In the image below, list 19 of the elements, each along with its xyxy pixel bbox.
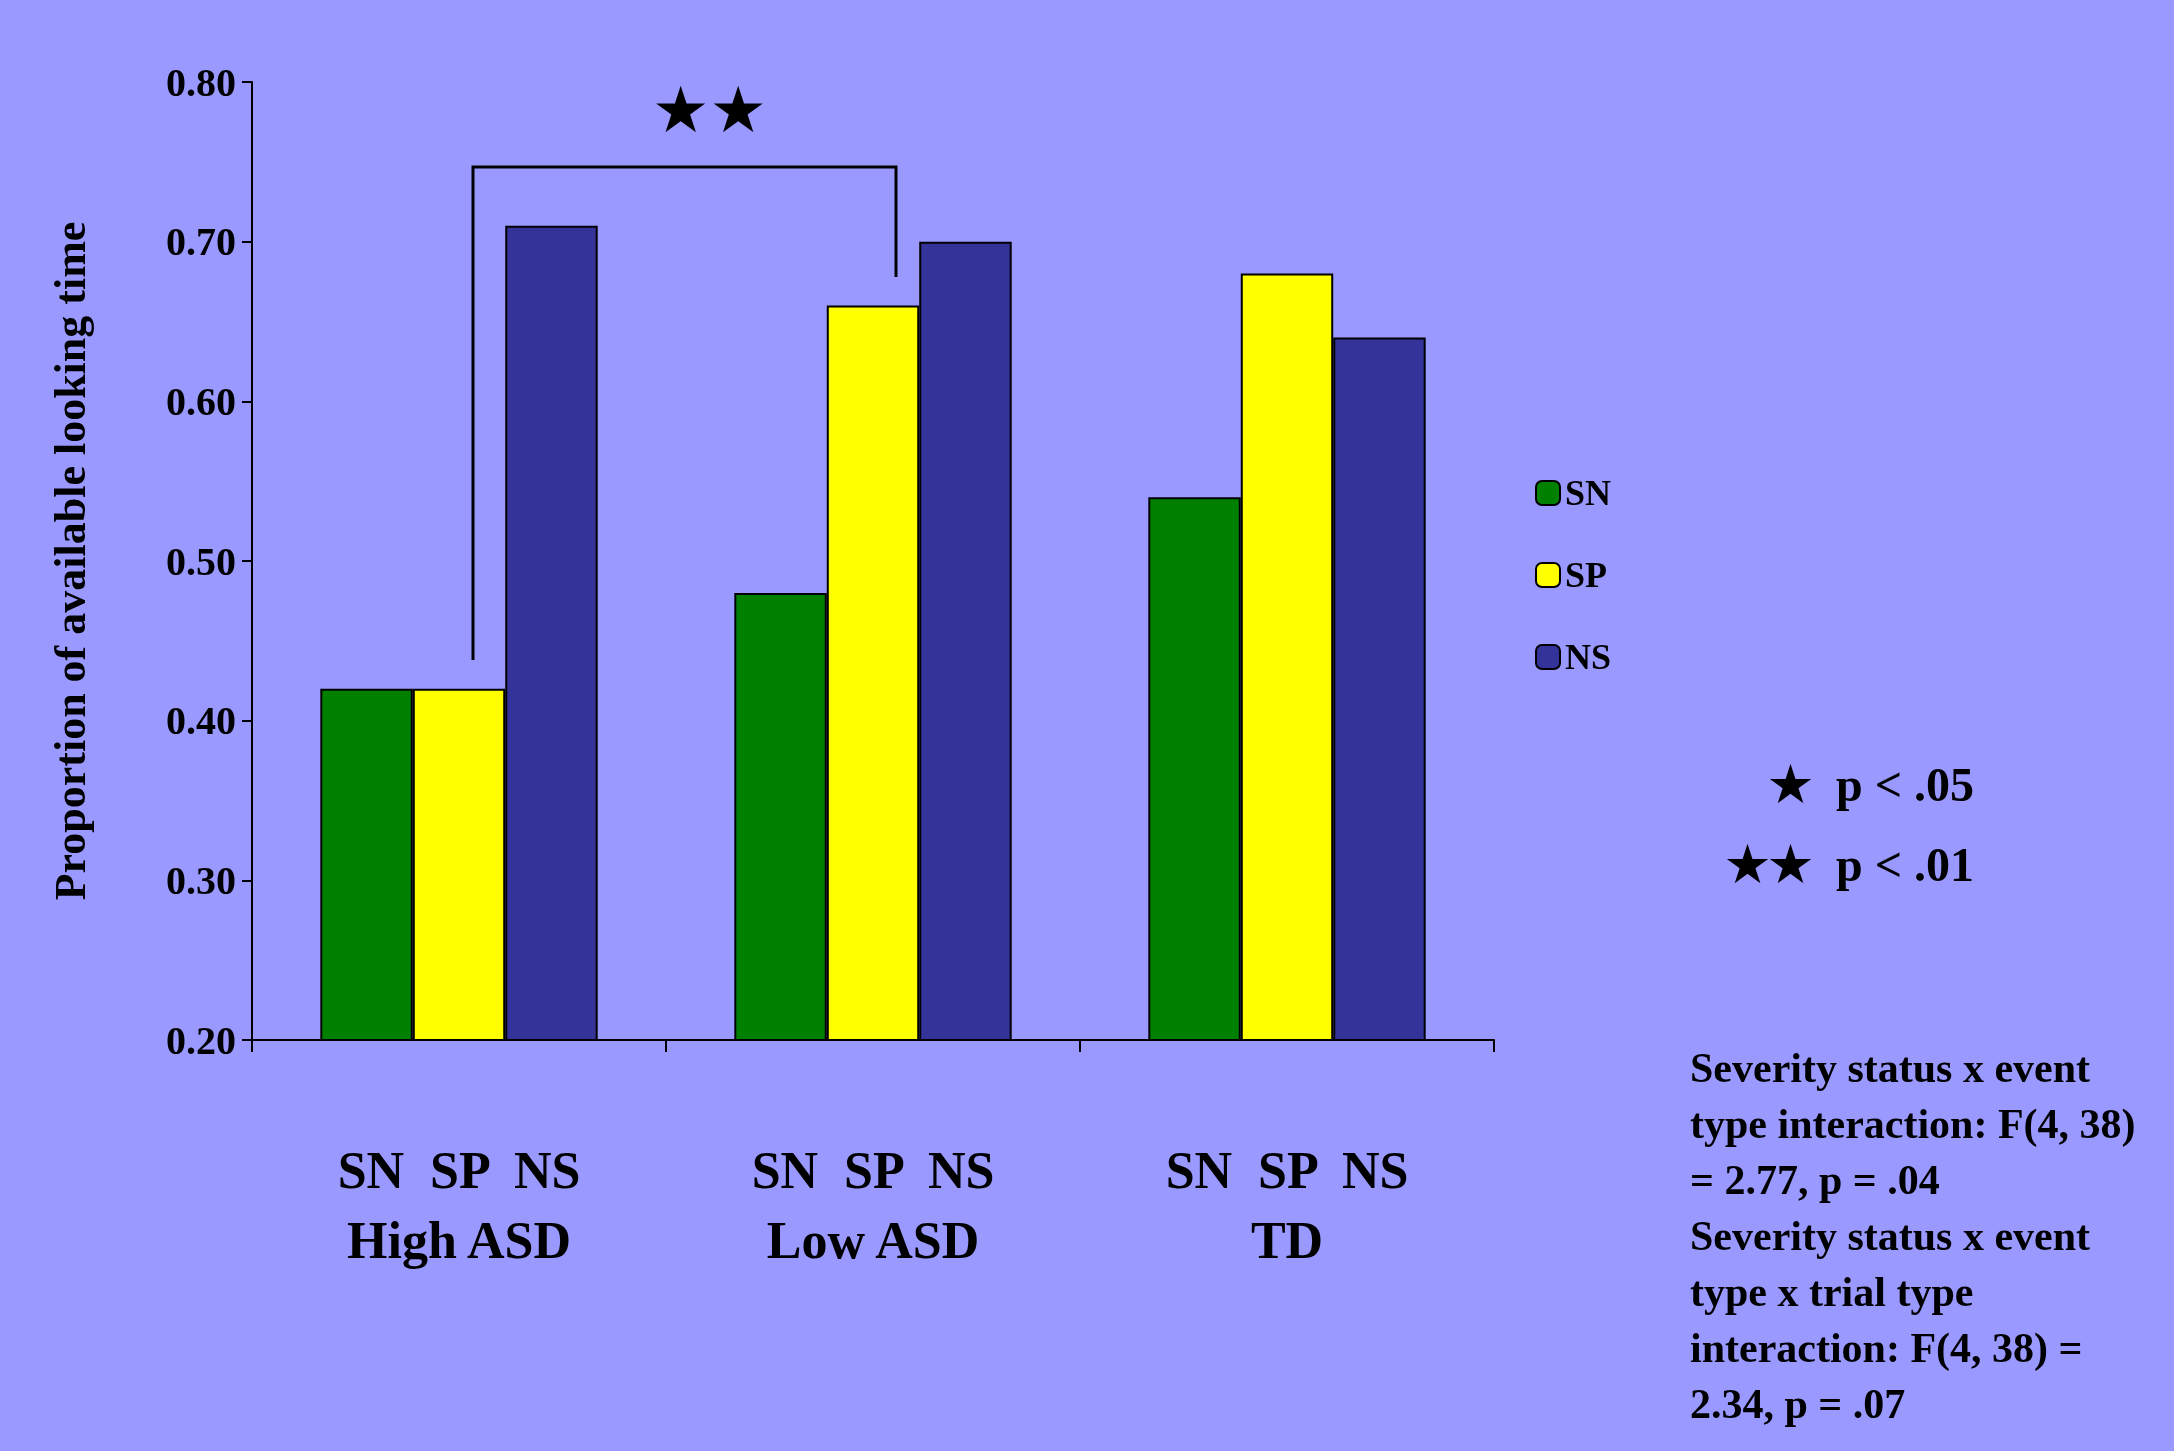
text: ★★ p < .01 — [1725, 837, 1974, 891]
y-axis-title: Proportion of available looking time — [45, 221, 95, 901]
y-tick-label: 0.60 — [166, 378, 236, 424]
y-tick-label: 0.20 — [166, 1017, 236, 1063]
y-tick-label: 0.70 — [166, 219, 236, 265]
y-tick-label: 0.40 — [166, 698, 236, 744]
x-tick-label: SN SP NS High ASD — [337, 1141, 581, 1269]
y-tick-label: 0.50 — [166, 538, 236, 584]
y-tick-label: 0.80 — [166, 59, 236, 105]
text: Severity status x event type x trial type interaction: F(4, 38) = 2.34, p = .07 — [1690, 1213, 2101, 1427]
y-tick-label: 0.30 — [166, 857, 236, 903]
legend-label: SP — [1565, 555, 1608, 595]
legend-label: NS — [1565, 637, 1612, 677]
legend-label: SN — [1565, 473, 1612, 513]
annotation: ★★ — [652, 73, 767, 147]
text: ★ p < .05 — [1768, 757, 1974, 811]
text: Severity status x event type interaction: F(4, 38) = 2.77, p = .04 — [1690, 1045, 2147, 1203]
x-tick-label: SN SP NS TD — [1165, 1141, 1409, 1269]
x-tick-label: SN SP NS Low ASD — [751, 1141, 995, 1269]
